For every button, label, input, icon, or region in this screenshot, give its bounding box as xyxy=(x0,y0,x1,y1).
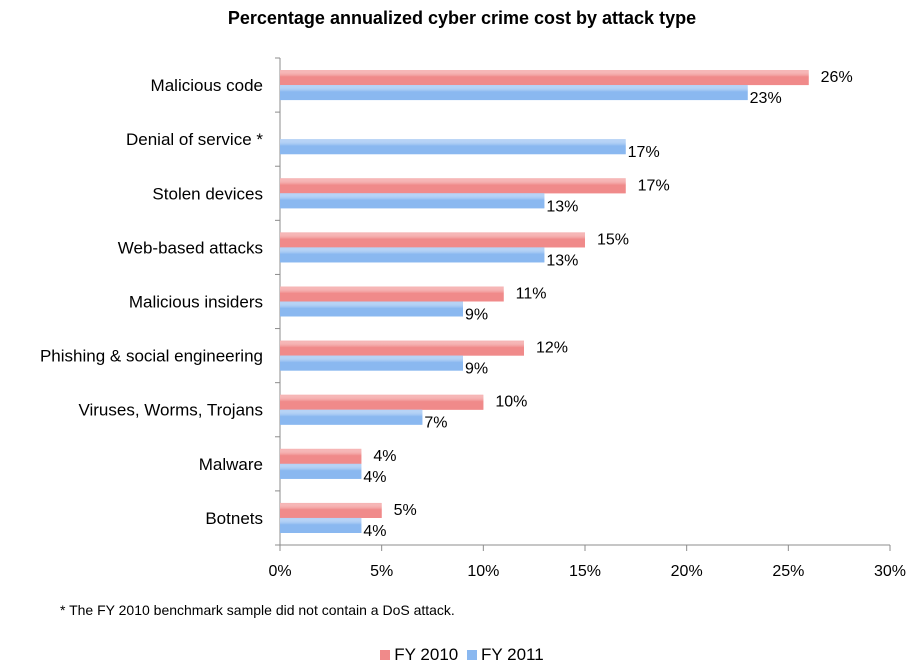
bar-shade-fy-2010-malicious-insiders xyxy=(280,286,504,302)
bar-shade-fy-2011-viruses-worms-trojans xyxy=(280,409,423,425)
data-label: 13% xyxy=(546,198,578,215)
data-label: 5% xyxy=(394,502,417,519)
x-tick-label: 0% xyxy=(268,563,291,580)
data-label: 11% xyxy=(516,286,547,303)
bar-shade-fy-2010-malware xyxy=(280,448,362,464)
data-label: 10% xyxy=(495,394,527,411)
data-label: 12% xyxy=(536,340,568,357)
data-label: 7% xyxy=(424,415,447,432)
bar-shade-fy-2011-phishing-social-engineering xyxy=(280,355,463,371)
bar-shade-fy-2010-malicious-code xyxy=(280,70,809,86)
y-category-label: Web-based attacks xyxy=(118,238,263,257)
data-label: 13% xyxy=(546,252,578,269)
data-label: 26% xyxy=(821,69,853,86)
bar-shade-fy-2010-phishing-social-engineering xyxy=(280,340,524,356)
data-label: 4% xyxy=(363,523,386,540)
footnote: * The FY 2010 benchmark sample did not c… xyxy=(60,602,455,618)
bar-shade-fy-2010-viruses-worms-trojans xyxy=(280,394,484,410)
x-tick-label: 25% xyxy=(772,563,804,580)
bar-shade-fy-2011-stolen-devices xyxy=(280,193,545,209)
data-label: 4% xyxy=(363,469,386,486)
y-category-label: Malicious code xyxy=(151,76,263,95)
legend-swatch-fy2010 xyxy=(380,650,391,660)
legend-item-fy2010: FY 2010 xyxy=(380,645,458,665)
data-label: 17% xyxy=(628,144,660,161)
bar-shade-fy-2011-denial-of-service xyxy=(280,139,626,155)
x-tick-label: 5% xyxy=(370,563,393,580)
y-category-label: Viruses, Worms, Trojans xyxy=(78,401,263,420)
data-label: 23% xyxy=(750,90,782,107)
x-tick-label: 30% xyxy=(874,563,906,580)
legend-item-fy2011: FY 2011 xyxy=(467,645,544,665)
y-category-label: Stolen devices xyxy=(152,184,263,203)
legend-label-fy2011: FY 2011 xyxy=(481,645,544,664)
y-category-label: Botnets xyxy=(205,509,263,528)
data-label: 9% xyxy=(465,307,488,324)
data-label: 9% xyxy=(465,361,488,378)
data-label: 4% xyxy=(373,448,396,465)
bar-shade-fy-2010-botnets xyxy=(280,502,382,518)
y-category-label: Malicious insiders xyxy=(129,293,263,312)
x-tick-label: 10% xyxy=(467,563,499,580)
legend-swatch-fy2011 xyxy=(467,650,477,660)
y-category-label: Phishing & social engineering xyxy=(40,347,263,366)
bar-shade-fy-2011-botnets xyxy=(280,517,362,533)
bar-shade-fy-2011-malicious-code xyxy=(280,85,748,101)
chart-title: Percentage annualized cyber crime cost b… xyxy=(227,8,697,28)
bar-shade-fy-2010-stolen-devices xyxy=(280,178,626,194)
bar-shade-fy-2011-malware xyxy=(280,463,362,479)
data-label: 15% xyxy=(597,231,629,248)
bar-chart: 0% 5% 10% 15% 20% 25% 30% Malicious code 26% 23% D… xyxy=(40,57,906,580)
bar-shade-fy-2011-malicious-insiders xyxy=(280,301,463,317)
bar-shade-fy-2011-web-based-attacks xyxy=(280,247,545,263)
x-tick-label: 15% xyxy=(569,563,601,580)
legend: FY 2010 FY 2011 xyxy=(0,645,924,665)
legend-label-fy2010: FY 2010 xyxy=(394,645,459,664)
data-label: 17% xyxy=(638,177,670,194)
bar-shade-fy-2010-web-based-attacks xyxy=(280,232,585,248)
x-tick-label: 20% xyxy=(671,563,703,580)
y-category-label: Malware xyxy=(199,455,263,474)
y-category-label: Denial of service * xyxy=(126,130,263,149)
